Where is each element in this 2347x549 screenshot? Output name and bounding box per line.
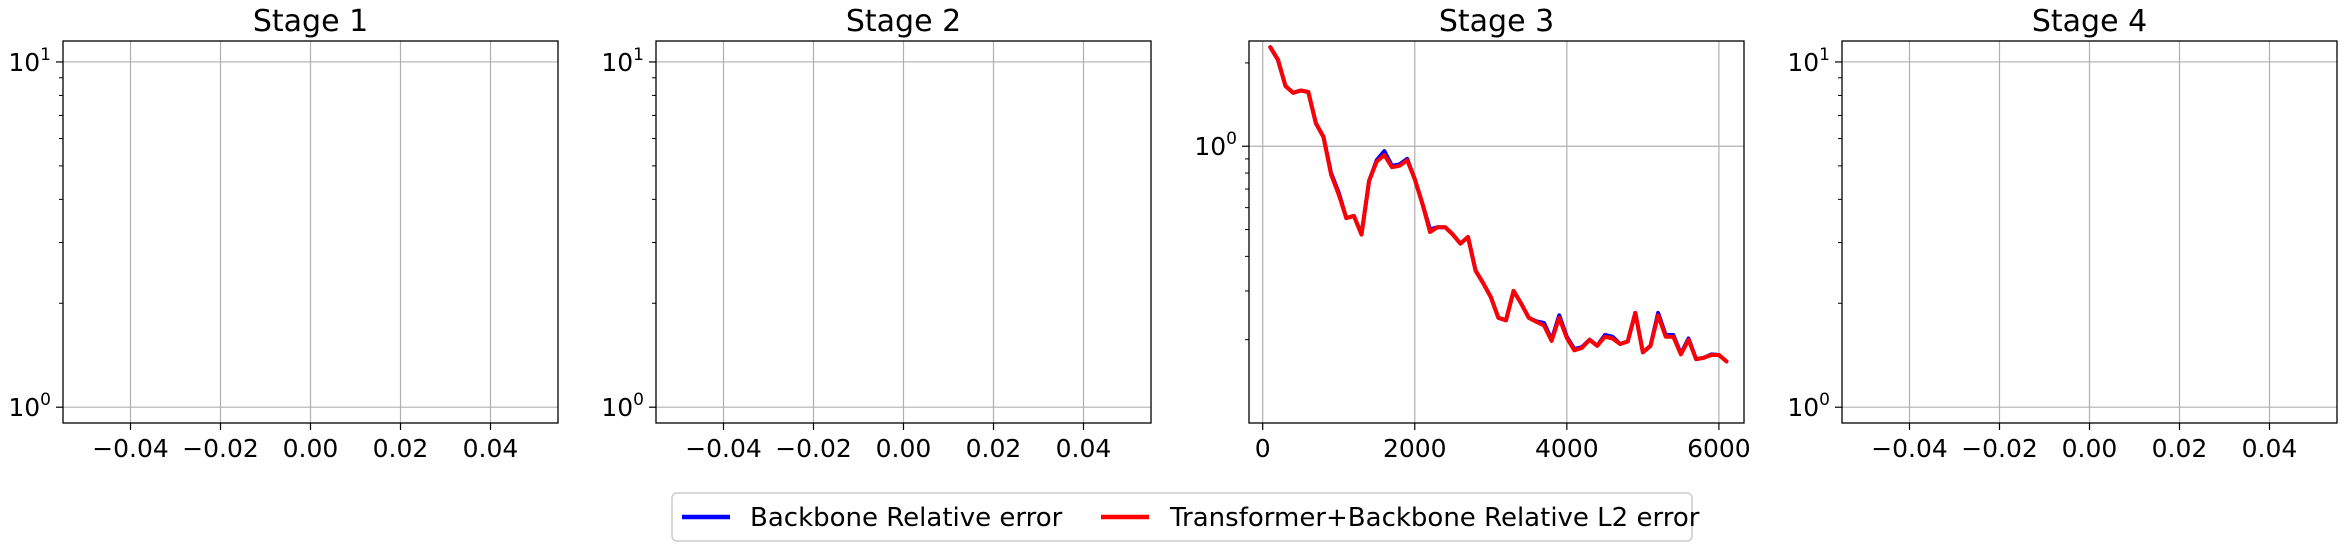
y-tick-base: 10 <box>1787 393 1819 422</box>
legend-frame <box>671 492 1693 542</box>
x-tick-label: −0.02 <box>182 434 259 463</box>
x-tick-label: −0.02 <box>775 434 852 463</box>
y-tick-base: 10 <box>1787 48 1819 77</box>
y-tick-label: 101 <box>1787 45 1830 77</box>
y-tick-exponent: 0 <box>1226 129 1237 149</box>
legend-label-backbone: Backbone Relative error <box>750 503 1063 533</box>
x-tick-label: 0.00 <box>283 434 339 463</box>
y-tick-exponent: 1 <box>633 45 644 65</box>
y-tick-exponent: 0 <box>40 390 51 410</box>
y-tick-base: 10 <box>1194 132 1226 161</box>
y-tick-label: 100 <box>1787 390 1830 422</box>
y-tick-exponent: 1 <box>1819 45 1830 65</box>
y-tick-label: 100 <box>601 390 644 422</box>
y-tick-label: 100 <box>1194 129 1237 161</box>
panel-title: Stage 2 <box>846 4 961 39</box>
plot-frame <box>1841 40 2338 424</box>
x-tick-label: 0.02 <box>373 434 429 463</box>
x-tick-label: 4000 <box>1535 434 1599 463</box>
x-tick-label: 0.00 <box>2062 434 2118 463</box>
x-tick-label: 0.04 <box>2242 434 2298 463</box>
plot-frame <box>655 40 1152 424</box>
x-tick-label: −0.02 <box>1961 434 2038 463</box>
plot-frame <box>1248 40 1745 424</box>
panel-title: Stage 1 <box>253 4 368 39</box>
chart-panels: Stage 1−0.04 −0.02 0.00 0.02 0.04100101Stage… <box>8 4 2338 463</box>
x-tick-label: 0.00 <box>876 434 932 463</box>
legend-label-transformer: Transformer+Backbone Relative L2 error <box>1169 503 1700 533</box>
x-tick-label: 0.04 <box>1056 434 1112 463</box>
x-tick-label: 0 <box>1255 434 1271 463</box>
y-tick-exponent: 0 <box>633 390 644 410</box>
x-tick-label: −0.04 <box>1871 434 1948 463</box>
x-tick-label: 0.02 <box>2152 434 2208 463</box>
y-tick-label: 100 <box>8 390 51 422</box>
x-tick-label: 2000 <box>1383 434 1447 463</box>
plot-frame <box>62 40 559 424</box>
series-line-transformer <box>1268 45 1729 364</box>
x-tick-label: −0.04 <box>92 434 169 463</box>
y-tick-base: 10 <box>8 393 40 422</box>
y-tick-exponent: 0 <box>1819 390 1830 410</box>
x-tick-label: 0.02 <box>966 434 1022 463</box>
x-tick-label: 0.04 <box>463 434 519 463</box>
y-tick-base: 10 <box>601 393 633 422</box>
x-tick-label: 6000 <box>1687 434 1751 463</box>
panel-title: Stage 3 <box>1439 4 1554 39</box>
x-tick-label: −0.04 <box>685 434 762 463</box>
y-tick-base: 10 <box>8 48 40 77</box>
y-tick-label: 101 <box>601 45 644 77</box>
panel-title: Stage 4 <box>2032 4 2147 39</box>
y-tick-base: 10 <box>601 48 633 77</box>
legend: Backbone Relative error Transformer+Back… <box>671 492 1700 542</box>
y-tick-label: 101 <box>8 45 51 77</box>
y-tick-exponent: 1 <box>40 45 51 65</box>
